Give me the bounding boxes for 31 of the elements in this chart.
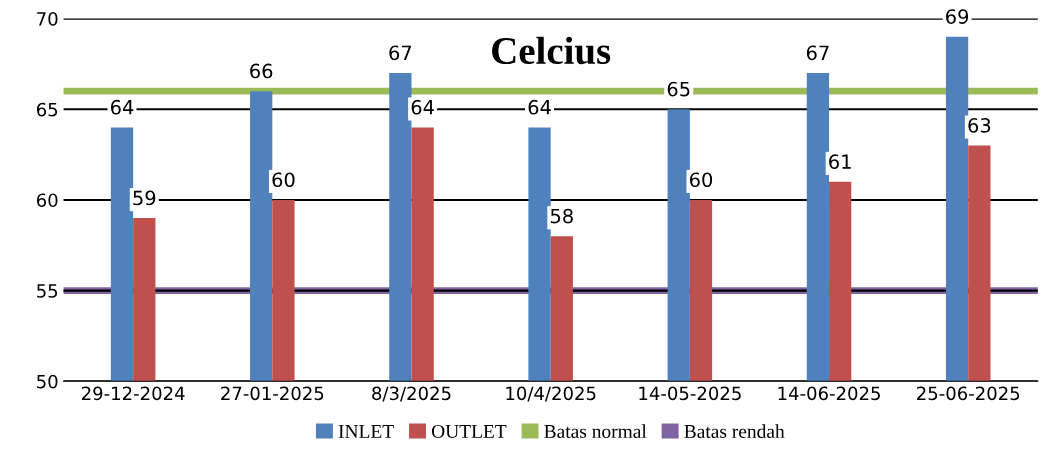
x-tick-label: 25-06-2025 [917, 386, 1020, 401]
data-label: 60 [689, 172, 713, 188]
x-tick-label: 14-05-2025 [639, 386, 741, 401]
data-label: 69 [946, 9, 969, 24]
legend-label: OUTLET [431, 424, 507, 438]
data-label: 63 [968, 118, 991, 133]
y-tick-label: 50 [37, 374, 58, 389]
y-tick-label: 70 [37, 12, 58, 26]
x-tick-label: 14-06-2025 [778, 386, 880, 401]
legend-label: Batas normal [544, 424, 647, 438]
legend-label: INLET [338, 425, 394, 438]
data-label: 64 [411, 99, 434, 115]
y-tick-label: 60 [36, 193, 58, 208]
x-tick-label: 8/3/2025 [372, 386, 451, 402]
data-label: 59 [133, 190, 156, 206]
x-tick-label: 29-12-2024 [81, 386, 185, 401]
data-label: 67 [806, 45, 829, 61]
x-tick-label: 27-01-2025 [221, 386, 324, 401]
data-label: 67 [389, 45, 412, 61]
data-label: 64 [528, 99, 551, 115]
data-label: 60 [272, 172, 295, 188]
data-label: 64 [110, 99, 134, 115]
legend-label: Batas rendah [684, 424, 785, 438]
chart-title: Celcius [492, 36, 611, 65]
data-label: 66 [250, 63, 273, 79]
data-label: 65 [667, 81, 690, 97]
y-tick-label: 55 [37, 284, 58, 298]
data-label: 58 [550, 208, 573, 224]
y-tick-label: 65 [36, 102, 58, 117]
data-label: 61 [829, 154, 851, 169]
x-tick-label: 10/4/2025 [506, 386, 596, 402]
